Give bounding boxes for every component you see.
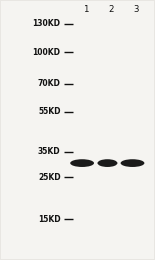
Text: 70KD: 70KD xyxy=(38,80,61,88)
Text: 130KD: 130KD xyxy=(33,20,61,28)
Text: 100KD: 100KD xyxy=(33,48,61,57)
Text: 15KD: 15KD xyxy=(38,215,61,224)
Ellipse shape xyxy=(70,159,94,167)
Text: 3: 3 xyxy=(133,5,139,14)
Text: 55KD: 55KD xyxy=(38,107,61,116)
Text: 35KD: 35KD xyxy=(38,147,61,157)
Ellipse shape xyxy=(97,159,117,167)
Text: 1: 1 xyxy=(83,5,89,14)
Text: 25KD: 25KD xyxy=(38,173,61,181)
Ellipse shape xyxy=(121,159,144,167)
Text: 2: 2 xyxy=(108,5,114,14)
